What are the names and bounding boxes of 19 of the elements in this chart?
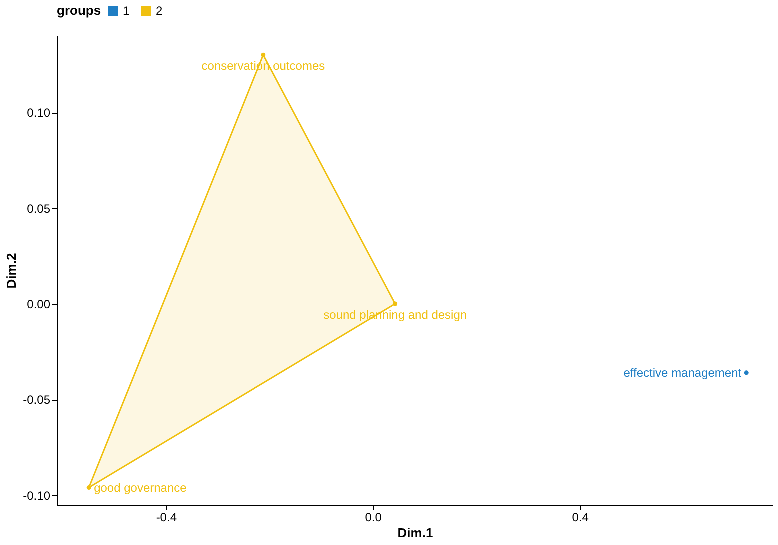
- y-axis-title: Dim.2: [4, 253, 20, 289]
- legend-label: 2: [156, 4, 163, 18]
- point: [393, 302, 398, 306]
- y-tick-label: 0.00: [27, 298, 51, 312]
- y-tick-label: -0.10: [23, 488, 51, 503]
- annotation: good governance: [94, 480, 188, 495]
- y-tick-label: 0.05: [27, 202, 51, 216]
- y-tick-label: -0.05: [23, 393, 51, 408]
- x-axis-title: Dim.1: [398, 526, 434, 540]
- annotation: effective management: [624, 366, 742, 380]
- point: [261, 52, 266, 58]
- x-tick-label: 0.0: [365, 510, 382, 524]
- x-tick-label: -0.4: [156, 510, 178, 524]
- legend-label: 1: [123, 4, 130, 18]
- x-tick-label: 0.4: [572, 510, 590, 524]
- point: [744, 370, 749, 376]
- legend-title: groups: [57, 3, 102, 18]
- y-tick-label: 0.10: [27, 106, 51, 120]
- point: [86, 486, 92, 490]
